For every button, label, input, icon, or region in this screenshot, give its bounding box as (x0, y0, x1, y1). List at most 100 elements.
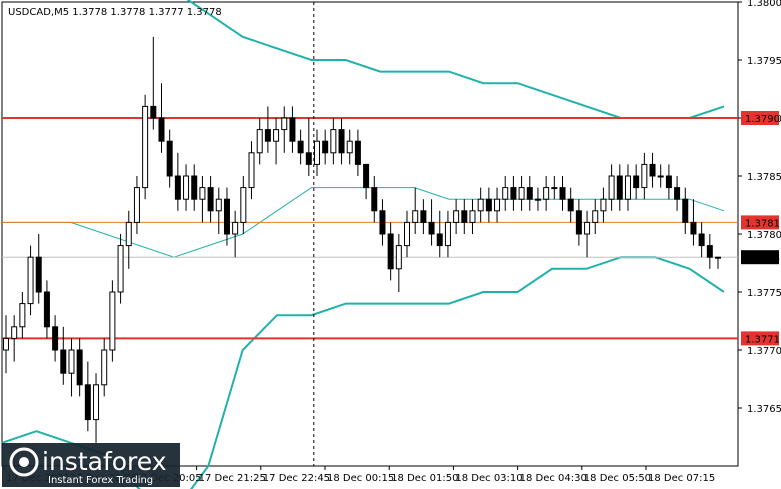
candle-body (305, 152, 312, 165)
candle-body (657, 175, 664, 178)
candle-body (633, 175, 640, 189)
candle-body (567, 198, 574, 212)
candle-body (207, 187, 214, 212)
candle-body (68, 349, 75, 374)
candle-body (158, 117, 165, 142)
candle-body (248, 152, 255, 189)
candle-body (534, 198, 541, 201)
x-tick-label: 18 Dec 03:10 (455, 473, 522, 484)
candle-body (624, 175, 631, 200)
candle-body (682, 198, 689, 223)
x-tick-label: 18 Dec 00:15 (327, 473, 394, 484)
candle-body (166, 140, 173, 177)
level-price-label: 1.3781 (745, 218, 780, 229)
price-labels: 1.3790 1.3781 1.3771 1.3778 (741, 111, 780, 346)
x-tick-label: 17 Dec 22:45 (263, 473, 330, 484)
candle-body (281, 117, 288, 131)
candle-body (125, 221, 132, 247)
candle-body (240, 187, 247, 223)
candle-body (404, 221, 411, 247)
candle-body (289, 117, 296, 142)
candle-body (60, 349, 67, 374)
candle-body (199, 187, 206, 200)
price-axis: 1.3800 1.3795 1.3790 1.3785 1.3780 1.3775 1.37… (738, 0, 781, 415)
candle-body (297, 140, 304, 154)
level-price-tag (741, 331, 779, 346)
candle-body (223, 198, 230, 235)
candle-body (502, 187, 509, 200)
y-tick-label: 1.3775 (747, 288, 781, 299)
symbol-header: USDCAD,M5 1.3778 1.3778 1.3777 1.3778 (8, 7, 222, 18)
candle-body (354, 140, 361, 165)
candle-body (183, 175, 190, 200)
watermark-brand: instaforex (42, 447, 167, 476)
candle-body (256, 129, 263, 154)
candle-body (494, 198, 501, 212)
y-tick-label: 1.3770 (747, 346, 781, 357)
level-price-tag (741, 215, 779, 230)
candle-body (420, 210, 427, 223)
candle-body (412, 210, 419, 223)
x-tick-label: 18 Dec 05:50 (584, 473, 651, 484)
current-price-label: 1.3778 (745, 253, 780, 264)
candle-body (543, 187, 550, 200)
candle-body (559, 187, 566, 200)
candle-body (346, 140, 353, 154)
candle-body (3, 337, 9, 351)
candle-body (600, 198, 607, 212)
candle-body (379, 210, 386, 235)
candle-body (698, 233, 705, 247)
candle-body (461, 210, 468, 223)
x-tick-label: 17 Dec 21:25 (199, 473, 266, 484)
candle-body (215, 198, 222, 212)
current-price-tag (741, 250, 779, 265)
y-tick-label: 1.3800 (747, 0, 781, 9)
candle-body (142, 105, 149, 189)
level-price-tag (741, 111, 779, 125)
candle-body (19, 303, 26, 328)
candle-body (690, 221, 697, 235)
instaforex-watermark: instaforex Instant Forex Trading (2, 443, 180, 487)
candle-body (469, 210, 476, 223)
candle-body (338, 129, 345, 154)
candle-body (313, 140, 320, 165)
logo-core-icon (19, 457, 29, 467)
watermark-tagline: Instant Forex Trading (48, 475, 153, 486)
x-tick-label: 18 Dec 04:30 (520, 473, 587, 484)
instaforex-logo-icon (9, 447, 39, 477)
candle-body (84, 384, 91, 421)
candle-body (52, 326, 59, 351)
level-price-label: 1.3790 (745, 114, 780, 125)
candle-body (109, 291, 116, 351)
candle-body (101, 349, 108, 386)
candle-body (174, 175, 181, 200)
candle-body (526, 187, 533, 200)
candle-body (11, 326, 18, 339)
candle-body (191, 175, 198, 200)
candle-body (518, 187, 525, 200)
candle-body (575, 210, 582, 235)
y-tick-label: 1.3795 (747, 56, 781, 67)
candle-body (485, 198, 492, 212)
candle-body (428, 221, 435, 235)
candle-body (264, 129, 271, 142)
candle-body (715, 256, 721, 259)
candle-body (641, 163, 648, 189)
candle-body (551, 187, 558, 190)
candle-body (706, 245, 713, 258)
candle-body (76, 349, 83, 386)
candle-body (371, 187, 378, 212)
candle-body (592, 210, 599, 223)
candle-body (232, 221, 239, 235)
candle-body (35, 256, 42, 293)
y-tick-label: 1.3765 (747, 404, 781, 415)
candle-body (649, 163, 656, 177)
candle-body (584, 221, 591, 235)
y-tick-label: 1.3785 (747, 172, 781, 183)
candle-body (674, 187, 681, 200)
candlestick-series (3, 36, 721, 443)
candle-body (477, 198, 484, 212)
candle-body (436, 233, 443, 247)
y-tick-label: 1.3780 (747, 230, 781, 241)
